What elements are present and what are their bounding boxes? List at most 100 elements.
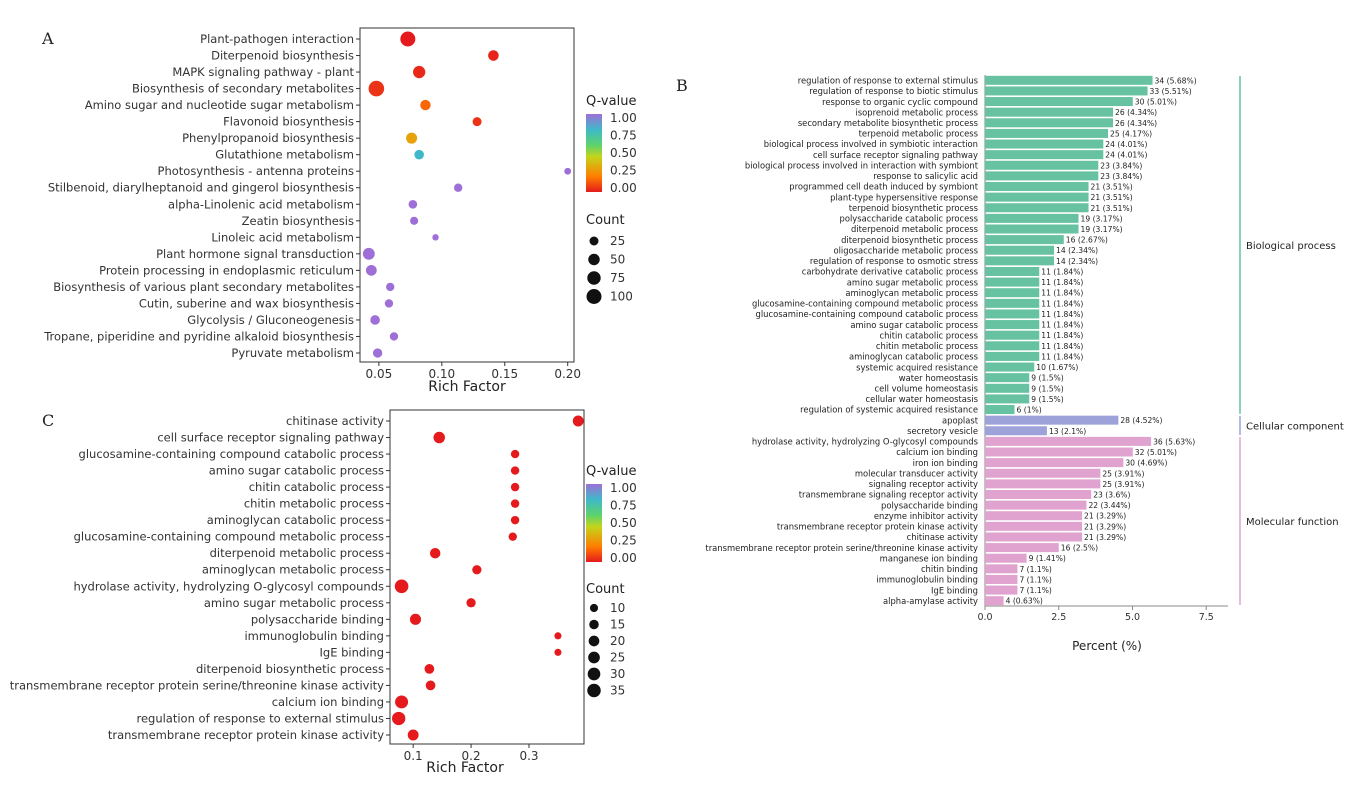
panel-a-category-label: Biosynthesis of various plant secondary … bbox=[53, 280, 354, 294]
panel-c-qvalue-tick-label: 0.00 bbox=[610, 551, 637, 565]
panel-b-category-label: terpenoid metabolic process bbox=[859, 129, 978, 139]
panel-b-bar-label: 23 (3.6%) bbox=[1093, 490, 1130, 499]
panel-c-category-label: transmembrane receptor protein serine/th… bbox=[10, 678, 384, 692]
panel-b-bar bbox=[985, 521, 1083, 531]
panel-a-xtick-label: 0.05 bbox=[366, 367, 393, 381]
panel-b-bar bbox=[985, 224, 1079, 234]
panel-a-qvalue-colorbar bbox=[586, 114, 602, 192]
panel-b-xlabel: Percent (%) bbox=[1072, 639, 1142, 653]
panel-c-qvalue-tick-label: 0.75 bbox=[610, 499, 637, 513]
panel-c-category-label: diterpenoid biosynthetic process bbox=[196, 662, 384, 676]
panel-b-xtick-label: 7.5 bbox=[1199, 612, 1214, 623]
panel-a-dot bbox=[432, 234, 439, 241]
panel-b-bar-label: 11 (1.84%) bbox=[1041, 331, 1083, 340]
panel-b-category-label: manganese ion binding bbox=[880, 553, 978, 563]
panel-b-bar-label: 9 (1.5%) bbox=[1031, 384, 1064, 393]
panel-b-bar bbox=[985, 266, 1040, 276]
panel-b-bar-label: 21 (3.51%) bbox=[1091, 204, 1133, 213]
panel-a-category-label: Phenylpropanoid biosynthesis bbox=[182, 131, 354, 145]
panel-a-category-label: Linoleic acid metabolism bbox=[211, 230, 354, 244]
panel-c-count-legend-dot bbox=[588, 651, 600, 664]
panel-b-bar bbox=[985, 458, 1124, 468]
panel-b-bar bbox=[985, 479, 1101, 489]
panel-c-dotplot: chitinase activity cell surface receptor … bbox=[10, 409, 637, 776]
panel-c-dot bbox=[433, 431, 445, 444]
panel-b-category-label: isoprenoid metabolic process bbox=[855, 107, 978, 117]
panel-a-dot bbox=[488, 50, 499, 61]
panel-b-category-label: regulation of response to external stimu… bbox=[798, 76, 978, 86]
panel-a-count-legend-label: 100 bbox=[610, 290, 633, 304]
panel-a-dot bbox=[368, 80, 385, 97]
panel-b-bar-label: 21 (3.51%) bbox=[1091, 193, 1133, 202]
panel-c-xtick-label: 0.3 bbox=[519, 749, 538, 763]
panel-b-category-label: iron ion binding bbox=[913, 458, 978, 468]
panel-b-bar bbox=[985, 97, 1133, 107]
panel-a-label: A bbox=[41, 29, 54, 48]
panel-a-count-legend-dot bbox=[589, 236, 599, 246]
panel-a-dot bbox=[386, 282, 395, 292]
panel-a-dotplot: Plant-pathogen interaction Diterpenoid bi… bbox=[43, 27, 637, 395]
panel-c-plot-frame bbox=[389, 409, 585, 745]
panel-b-bar-label: 19 (3.17%) bbox=[1081, 214, 1123, 223]
panel-b-bar bbox=[985, 564, 1018, 574]
panel-b-bar-label: 25 (3.91%) bbox=[1102, 480, 1144, 489]
panel-b-bar bbox=[985, 543, 1059, 553]
panel-b-category-label: transmembrane signaling receptor activit… bbox=[799, 490, 978, 500]
panel-b-category-label: glucosamine-containing compound metaboli… bbox=[752, 299, 978, 309]
panel-a-dot bbox=[370, 315, 380, 325]
panel-b-category-label: diterpenoid biosynthetic process bbox=[841, 235, 978, 245]
panel-b-bar bbox=[985, 107, 1114, 117]
panel-c-category-label: chitin catabolic process bbox=[249, 480, 384, 494]
panel-b-bar bbox=[985, 245, 1055, 255]
panel-b-category-label: enzyme inhibitor activity bbox=[874, 511, 978, 521]
panel-b-group-label: Molecular function bbox=[1246, 517, 1339, 528]
panel-c-dot bbox=[510, 449, 520, 459]
panel-a-xtick-label: 0.15 bbox=[491, 367, 518, 381]
panel-b-bar bbox=[985, 341, 1040, 351]
panel-c-category-label: transmembrane receptor protein kinase ac… bbox=[108, 728, 384, 742]
panel-a-category-label: Glutathione metabolism bbox=[215, 148, 354, 162]
panel-a-xlabel: Rich Factor bbox=[428, 379, 506, 395]
panel-b-bar bbox=[985, 468, 1101, 478]
panel-b-bar bbox=[985, 288, 1040, 298]
panel-c-count-legend-label: 20 bbox=[610, 634, 625, 648]
panel-b-bar bbox=[985, 585, 1018, 595]
panel-a-count-legend-label: 75 bbox=[610, 271, 625, 285]
panel-a-category-label: Plant-pathogen interaction bbox=[200, 32, 354, 46]
panel-c-category-label: calcium ion binding bbox=[272, 695, 384, 709]
panel-c-dot bbox=[554, 648, 562, 656]
panel-c-dot bbox=[429, 547, 441, 559]
panel-b-category-label: cell volume homeostasis bbox=[875, 383, 978, 393]
panel-b-bar bbox=[985, 86, 1148, 96]
panel-c-category-label: IgE binding bbox=[320, 645, 384, 659]
panel-b-label: B bbox=[676, 76, 688, 95]
panel-b-bar bbox=[985, 277, 1040, 287]
panel-a-qvalue-tick-label: 0.75 bbox=[610, 129, 637, 143]
panel-c-dot bbox=[407, 729, 419, 741]
panel-a-category-label: Amino sugar and nucleotide sugar metabol… bbox=[85, 98, 354, 112]
panel-c-category-label: chitinase activity bbox=[286, 414, 384, 428]
panel-c-dot bbox=[554, 632, 562, 640]
panel-a-category-label: Stilbenoid, diarylheptanoid and gingerol… bbox=[48, 181, 354, 195]
panel-b-group-label: Biological process bbox=[1246, 241, 1336, 252]
panel-b-bar bbox=[985, 330, 1040, 340]
panel-a-dot bbox=[564, 167, 572, 175]
panel-b-bar bbox=[985, 128, 1109, 138]
panel-b-bar-label: 14 (2.34%) bbox=[1056, 246, 1098, 255]
panel-a-dot bbox=[414, 149, 424, 160]
panel-a-count-legend-label: 25 bbox=[610, 234, 625, 248]
panel-a-dot bbox=[406, 132, 418, 144]
panel-c-qvalue-tick-label: 0.25 bbox=[610, 534, 637, 548]
panel-b-category-label: systemic acquired resistance bbox=[856, 362, 978, 372]
panel-a-dot bbox=[420, 99, 431, 111]
panel-a-count-legend-dot bbox=[587, 271, 601, 285]
panel-b-bar bbox=[985, 320, 1040, 330]
panel-c-dot bbox=[424, 664, 435, 674]
panel-c-category-label: polysaccharide binding bbox=[251, 612, 384, 626]
panel-a-dot bbox=[365, 264, 377, 276]
panel-c-count-legend-label: 30 bbox=[610, 667, 625, 681]
panel-b-bar-label: 24 (4.01%) bbox=[1105, 140, 1147, 149]
panel-b-category-label: regulation of response to osmotic stress bbox=[810, 256, 978, 266]
panel-b-bar bbox=[985, 213, 1079, 223]
panel-a-qvalue-tick-label: 0.00 bbox=[610, 181, 637, 195]
